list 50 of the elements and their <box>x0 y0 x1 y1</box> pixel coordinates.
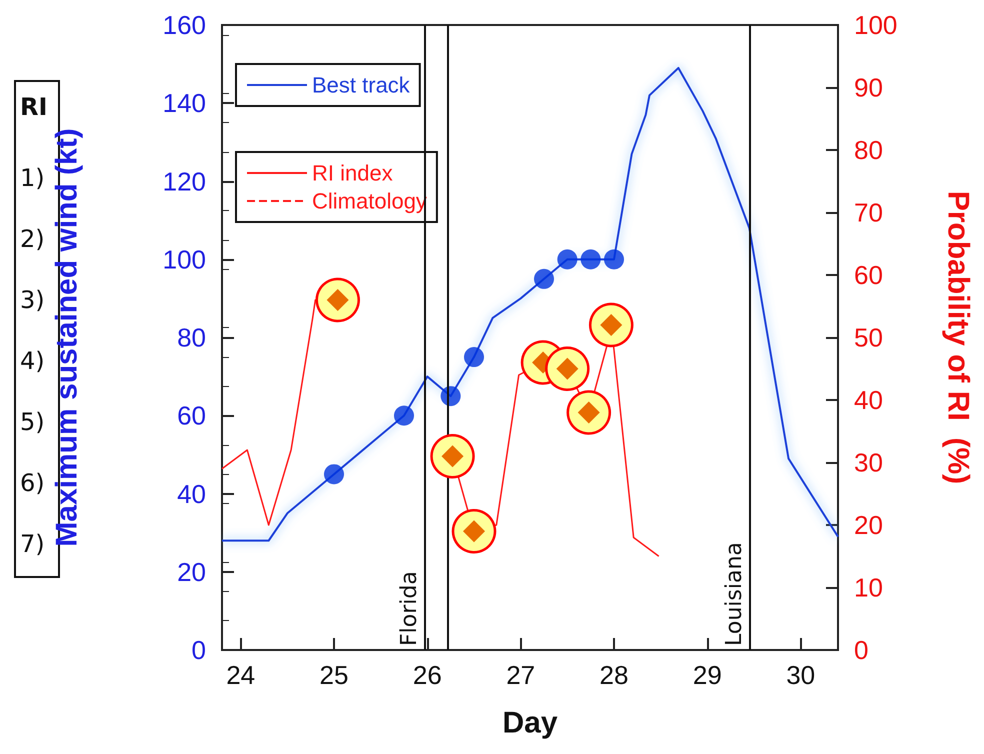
point <box>580 249 601 270</box>
point <box>557 249 578 270</box>
y2-tick-label: 80 <box>854 135 883 165</box>
ref-line-label: Florida <box>397 571 422 646</box>
y2-tick-label: 30 <box>854 448 883 478</box>
point <box>324 464 344 484</box>
y2-tick-label: 10 <box>854 572 883 602</box>
point <box>604 249 624 270</box>
y-tick-label: 100 <box>162 244 206 274</box>
point <box>464 347 484 368</box>
text: 5) <box>20 408 45 436</box>
point <box>534 268 554 289</box>
y2-tick-label: 70 <box>854 198 883 228</box>
y2-tick-label: 50 <box>854 322 883 352</box>
text: 7) <box>20 530 45 558</box>
x-tick-label: 28 <box>600 660 628 690</box>
text: RI <box>20 93 48 121</box>
x-tick-label: 26 <box>412 660 442 690</box>
ref-line-label: Louisiana <box>722 542 747 646</box>
text: 1) <box>20 164 45 192</box>
x-tick-label: 24 <box>226 660 256 690</box>
y2-tick-label: 40 <box>854 385 883 415</box>
text: 3) <box>20 286 45 314</box>
y2-tick-label: 0 <box>854 635 868 665</box>
point <box>394 406 414 426</box>
line-series <box>221 66 839 542</box>
y-tick-label: 60 <box>177 400 206 431</box>
x-tick-label: 25 <box>320 660 348 690</box>
y2-tick-label: 100 <box>854 10 898 40</box>
y-tick-label: 120 <box>162 166 206 196</box>
y2-axis-title: Probability of RI (%) <box>942 190 974 484</box>
x-tick-label: 30 <box>786 660 816 690</box>
y-tick-label: 80 <box>177 322 206 352</box>
y-tick-label: 140 <box>162 88 206 118</box>
legend-label: Best track <box>312 72 411 98</box>
text: 4) <box>20 347 45 375</box>
y-axis-title: Maximum sustained wind (kt) <box>50 128 84 547</box>
y-tick-label: 20 <box>177 556 206 587</box>
text: 2) <box>20 225 45 253</box>
x-tick-label: 27 <box>506 660 536 690</box>
y-tick-label: 160 <box>162 10 206 40</box>
legend-label: RI index <box>312 160 393 186</box>
y2-tick-label: 60 <box>854 260 883 290</box>
x-axis-title: Day <box>502 706 558 740</box>
y-tick-label: 0 <box>192 635 206 665</box>
x-tick-label: 29 <box>692 660 722 690</box>
y-tick-label: 40 <box>177 478 206 509</box>
y2-tick-label: 90 <box>854 72 883 102</box>
text: 6) <box>20 469 45 497</box>
y2-tick-label: 20 <box>854 510 883 540</box>
